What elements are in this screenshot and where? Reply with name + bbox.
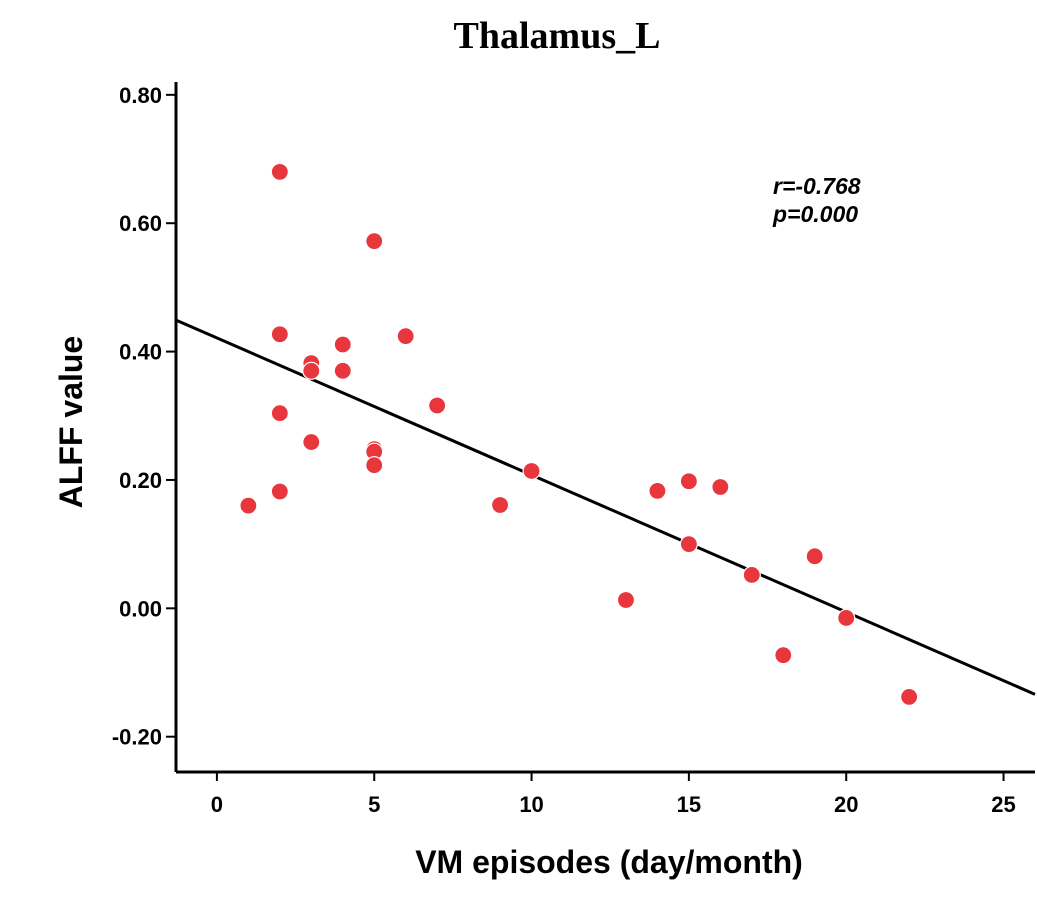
x-tick-label: 25	[991, 792, 1015, 817]
data-point	[365, 456, 384, 475]
data-point	[774, 646, 793, 665]
data-point	[648, 481, 667, 500]
y-axis-label: ALFF value	[53, 336, 89, 508]
y-tick-label: 0.60	[119, 211, 162, 236]
data-point	[711, 477, 730, 497]
data-point	[270, 404, 289, 423]
data-point	[490, 495, 510, 515]
data-point	[333, 335, 352, 354]
data-point	[742, 565, 761, 585]
y-tick-label: 0.40	[119, 340, 162, 365]
x-tick-label: 0	[211, 792, 223, 817]
x-tick-label: 15	[677, 792, 701, 817]
y-tick-label: 0.20	[119, 468, 162, 493]
x-tick-label: 10	[519, 792, 543, 817]
data-point	[270, 325, 289, 344]
data-point	[365, 232, 384, 251]
x-tick-label: 20	[834, 792, 858, 817]
y-axis-ticks: 0.80 0.60 0.40 0.20 0.00 -0.20	[112, 83, 176, 750]
data-point	[239, 496, 258, 515]
data-point	[837, 608, 856, 628]
y-tick-label: -0.20	[112, 725, 162, 750]
data-point	[679, 535, 698, 554]
data-point	[428, 396, 447, 415]
data-point	[333, 361, 352, 380]
data-point	[302, 432, 321, 452]
chart-title: Thalamus_L	[454, 15, 661, 57]
data-point	[522, 461, 541, 481]
data-point	[805, 547, 824, 566]
correlation-r-annotation: r=-0.768	[773, 173, 861, 199]
y-tick-label: 0.00	[119, 596, 162, 621]
data-point	[270, 482, 289, 501]
data-point	[396, 327, 415, 346]
y-tick-label: 0.80	[119, 83, 162, 108]
data-point	[616, 590, 636, 610]
data-point	[302, 361, 321, 380]
data-points	[239, 162, 919, 707]
data-point	[679, 472, 698, 491]
x-axis-ticks: 0 5 10 15 20 25	[211, 772, 1016, 817]
x-tick-label: 5	[368, 792, 380, 817]
data-point	[900, 687, 919, 707]
regression-line	[175, 318, 1036, 696]
p-value-annotation: p=0.000	[772, 201, 858, 227]
data-point	[270, 162, 289, 181]
x-axis-label: VM episodes (day/month)	[415, 844, 803, 880]
